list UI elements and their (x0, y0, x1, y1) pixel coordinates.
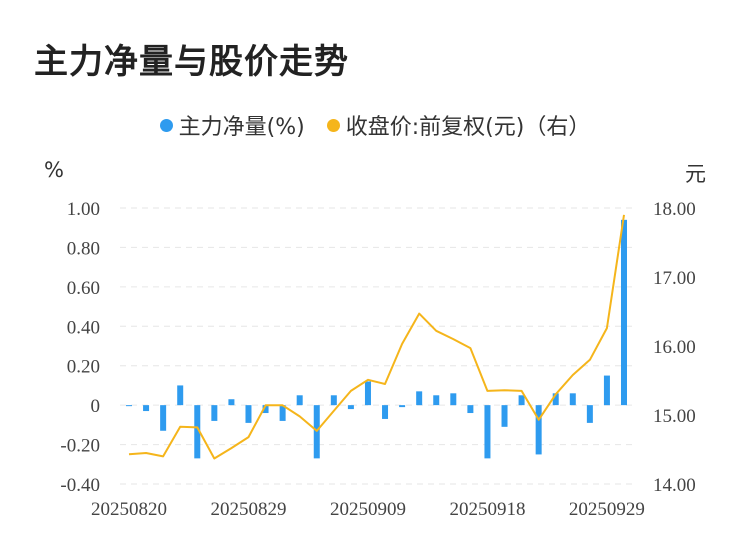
bar[interactable] (143, 405, 150, 412)
bar[interactable] (569, 393, 576, 406)
right-axis-tick-label: 14.00 (653, 475, 696, 496)
right-axis-unit: 元 (685, 162, 706, 186)
legend-label-close-price: 收盘价:前复权(元)（右） (345, 115, 591, 140)
right-axis-tick-label: 17.00 (653, 268, 696, 289)
bar[interactable] (603, 375, 610, 406)
left-axis-tick-label: -0.40 (60, 475, 100, 496)
legend-item-net-volume[interactable]: 主力净量(%) (159, 109, 305, 141)
left-axis-tick-label: 0.40 (67, 317, 100, 338)
bar[interactable] (262, 405, 269, 414)
bar[interactable] (535, 405, 542, 455)
bar[interactable] (160, 405, 167, 431)
bar[interactable] (279, 405, 286, 421)
bar[interactable] (501, 405, 508, 427)
right-axis-tick-label: 18.00 (653, 199, 696, 220)
x-axis-ticks: 20250820 20250829 20250909 20250918 20250929 (91, 499, 645, 520)
x-axis-tick-label: 20250829 (210, 499, 286, 520)
bar[interactable] (518, 395, 525, 406)
bar[interactable] (399, 405, 406, 408)
bar[interactable] (126, 405, 132, 407)
left-axis-tick-label: -0.20 (60, 436, 100, 457)
bar[interactable] (245, 405, 252, 423)
legend: 主力净量(%) 收盘价:前复权(元)（右） (0, 110, 750, 140)
legend-label-net-volume: 主力净量(%) (178, 115, 305, 140)
x-axis-tick-label: 20250909 (330, 499, 406, 520)
bar[interactable] (450, 393, 457, 406)
bar[interactable] (194, 405, 201, 459)
bar-series (126, 219, 627, 459)
line-series (128, 214, 625, 460)
left-axis-tick-label: 0.60 (67, 278, 100, 299)
bar[interactable] (330, 395, 337, 406)
left-axis-ticks: 1.00 0.80 0.60 0.40 0.20 0 -0.20 -0.40 (60, 199, 100, 496)
bar[interactable] (211, 405, 218, 421)
bar[interactable] (552, 393, 559, 406)
bar[interactable] (484, 405, 491, 459)
bar[interactable] (433, 395, 440, 406)
x-axis-tick-label: 20250820 (91, 499, 167, 520)
chart-title: 主力净量与股价走势 (34, 42, 349, 82)
close-price-line[interactable] (128, 214, 625, 460)
bar[interactable] (382, 405, 389, 419)
legend-item-close-price[interactable]: 收盘价:前复权(元)（右） (326, 109, 591, 141)
left-axis-tick-label: 0.80 (67, 238, 100, 259)
bar[interactable] (296, 395, 303, 406)
left-axis-tick-label: 0.20 (67, 357, 100, 378)
bar[interactable] (364, 381, 371, 406)
bar[interactable] (416, 391, 423, 406)
legend-dot-blue (159, 118, 173, 132)
bar[interactable] (467, 405, 474, 414)
right-axis-tick-label: 16.00 (653, 337, 696, 358)
left-axis-unit: % (44, 158, 64, 182)
legend-dot-orange (326, 118, 340, 132)
bar[interactable] (347, 405, 354, 410)
right-axis-tick-label: 15.00 (653, 406, 696, 427)
x-axis-tick-label: 20250929 (569, 499, 645, 520)
bar[interactable] (177, 385, 184, 406)
left-axis-tick-label: 1.00 (67, 199, 100, 220)
bar[interactable] (621, 219, 627, 406)
x-axis-tick-label: 20250918 (449, 499, 525, 520)
bar[interactable] (586, 405, 593, 423)
bar[interactable] (228, 399, 235, 406)
grid-layer (120, 207, 634, 485)
left-axis-tick-label: 0 (91, 396, 101, 417)
right-axis-ticks: 18.00 17.00 16.00 15.00 14.00 (653, 199, 696, 496)
